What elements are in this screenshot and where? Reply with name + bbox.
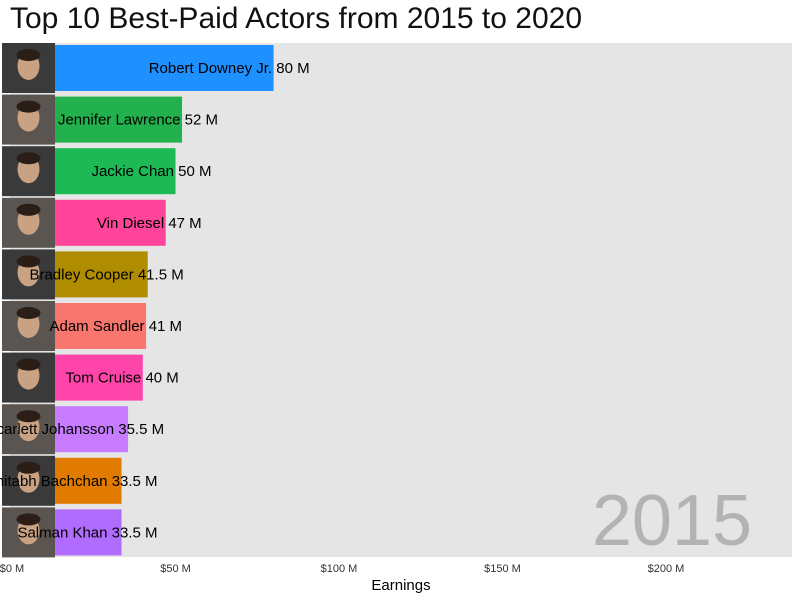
actor-photo-4 bbox=[2, 249, 55, 300]
actor-photo-2 bbox=[2, 146, 55, 197]
x-tick-label-1: $50 M bbox=[160, 563, 191, 575]
bar-labels-group: Robert Downey Jr. 80 M Jennifer Lawrence … bbox=[0, 60, 310, 541]
actor-photo-8 bbox=[2, 455, 55, 506]
x-tick-label-0: $0 M bbox=[0, 563, 24, 575]
bar-0 bbox=[12, 45, 274, 91]
actor-photo-3 bbox=[2, 197, 55, 248]
bar-label-5: Adam Sandler 41 M bbox=[49, 318, 182, 335]
bar-label-6: Tom Cruise 40 M bbox=[65, 370, 178, 387]
actor-photo-7 bbox=[2, 404, 55, 455]
actor-photo-9 bbox=[2, 507, 55, 558]
actor-photo-5 bbox=[2, 301, 55, 351]
x-tick-label-2: $100 M bbox=[321, 563, 358, 575]
bar-label-9: Salman Khan 33.5 M bbox=[17, 524, 157, 541]
bar-label-7: Scarlett Johansson 35.5 M bbox=[0, 421, 164, 438]
actor-photo-6 bbox=[2, 352, 55, 403]
actor-photo-0 bbox=[2, 43, 55, 93]
x-axis-ticks: $0 M $50 M $100 M $150 M $200 M bbox=[0, 563, 684, 575]
bar-label-3: Vin Diesel 47 M bbox=[97, 215, 202, 232]
bar-label-1: Jennifer Lawrence 52 M bbox=[58, 112, 218, 129]
chart-title: Top 10 Best-Paid Actors from 2015 to 202… bbox=[10, 2, 583, 35]
bar-label-4: Bradley Cooper 41.5 M bbox=[29, 266, 183, 283]
x-axis-title: Earnings bbox=[371, 577, 430, 594]
x-tick-label-4: $200 M bbox=[648, 563, 685, 575]
year-label: 2015 bbox=[592, 481, 752, 561]
bar-label-2: Jackie Chan 50 M bbox=[91, 163, 211, 180]
bar-label-8: Amitabh Bachchan 33.5 M bbox=[0, 473, 158, 490]
x-tick-label-3: $150 M bbox=[484, 563, 521, 575]
bar-label-0: Robert Downey Jr. 80 M bbox=[149, 60, 310, 77]
actor-photos-group bbox=[2, 43, 55, 558]
actor-photo-1 bbox=[2, 94, 55, 145]
